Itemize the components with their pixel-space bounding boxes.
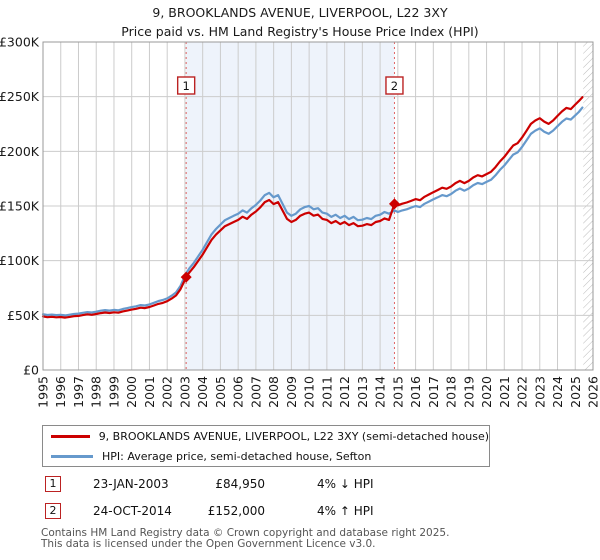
svg-text:2002: 2002 xyxy=(160,376,175,408)
svg-text:£250K: £250K xyxy=(0,89,40,104)
svg-text:1996: 1996 xyxy=(53,376,68,408)
svg-text:1999: 1999 xyxy=(106,376,121,408)
hpi-line-swatch xyxy=(51,454,93,458)
page-title: 9, BROOKLANDS AVENUE, LIVERPOOL, L22 3XY xyxy=(152,5,448,20)
svg-text:2015: 2015 xyxy=(390,376,405,408)
svg-text:1998: 1998 xyxy=(89,376,104,408)
legend-label-property: 9, BROOKLANDS AVENUE, LIVERPOOL, L22 3XY… xyxy=(98,429,489,443)
svg-text:£50K: £50K xyxy=(7,308,40,323)
page-subtitle: Price paid vs. HM Land Registry's House … xyxy=(121,24,479,39)
svg-text:2011: 2011 xyxy=(319,376,334,408)
svg-text:£100K: £100K xyxy=(0,253,40,268)
svg-text:£0: £0 xyxy=(23,363,39,378)
svg-text:1997: 1997 xyxy=(71,376,86,408)
svg-text:2005: 2005 xyxy=(213,376,228,408)
svg-text:2010: 2010 xyxy=(302,376,317,408)
svg-text:2024: 2024 xyxy=(550,376,565,408)
svg-text:£150K: £150K xyxy=(0,199,40,214)
transaction-2-price: £152,000 xyxy=(207,504,265,518)
svg-text:2006: 2006 xyxy=(231,376,246,408)
svg-text:2021: 2021 xyxy=(497,376,512,408)
transaction-2-date: 24-OCT-2014 xyxy=(93,504,172,518)
svg-text:2014: 2014 xyxy=(373,376,388,408)
svg-text:2019: 2019 xyxy=(461,376,476,408)
svg-text:2001: 2001 xyxy=(142,376,157,408)
svg-text:2022: 2022 xyxy=(515,376,530,408)
svg-text:2026: 2026 xyxy=(586,376,600,408)
svg-text:2025: 2025 xyxy=(568,376,583,408)
svg-text:2: 2 xyxy=(391,79,398,93)
transaction-2-hpi-delta: 4% ↑ HPI xyxy=(317,504,374,518)
svg-text:2017: 2017 xyxy=(426,376,441,408)
copyright-line-2: This data is licensed under the Open Gov… xyxy=(41,538,376,550)
copyright-line-1: Contains HM Land Registry data © Crown c… xyxy=(41,527,450,539)
svg-text:2023: 2023 xyxy=(532,376,547,408)
svg-text:2018: 2018 xyxy=(444,376,459,408)
svg-text:2004: 2004 xyxy=(195,376,210,408)
transaction-2-marker: 2 xyxy=(45,503,61,519)
svg-text:2013: 2013 xyxy=(355,376,370,408)
svg-text:2020: 2020 xyxy=(479,376,494,408)
transaction-row-2: 2 24-OCT-2014 £152,000 4% ↑ HPI xyxy=(0,503,600,521)
legend-item-hpi: HPI: Average price, semi-detached house,… xyxy=(43,446,489,466)
legend-item-property: 9, BROOKLANDS AVENUE, LIVERPOOL, L22 3XY… xyxy=(43,426,489,446)
chart-legend: 9, BROOKLANDS AVENUE, LIVERPOOL, L22 3XY… xyxy=(42,425,490,467)
transaction-1-marker: 1 xyxy=(45,476,61,492)
svg-text:2012: 2012 xyxy=(337,376,352,408)
svg-text:1995: 1995 xyxy=(36,376,51,408)
property-line-swatch xyxy=(51,434,90,438)
transaction-1-price: £84,950 xyxy=(215,477,265,491)
svg-text:2008: 2008 xyxy=(266,376,281,408)
svg-text:2009: 2009 xyxy=(284,376,299,408)
svg-text:1: 1 xyxy=(183,79,190,93)
svg-text:2000: 2000 xyxy=(124,376,139,408)
svg-text:2016: 2016 xyxy=(408,376,423,408)
svg-text:£300K: £300K xyxy=(0,35,40,50)
transaction-1-hpi-delta: 4% ↓ HPI xyxy=(317,477,374,491)
svg-text:2003: 2003 xyxy=(177,376,192,408)
transaction-row-1: 1 23-JAN-2003 £84,950 4% ↓ HPI xyxy=(0,476,600,494)
svg-text:£200K: £200K xyxy=(0,144,40,159)
transaction-1-date: 23-JAN-2003 xyxy=(93,477,169,491)
svg-text:2007: 2007 xyxy=(248,376,263,408)
legend-label-hpi: HPI: Average price, semi-detached house,… xyxy=(102,449,372,463)
